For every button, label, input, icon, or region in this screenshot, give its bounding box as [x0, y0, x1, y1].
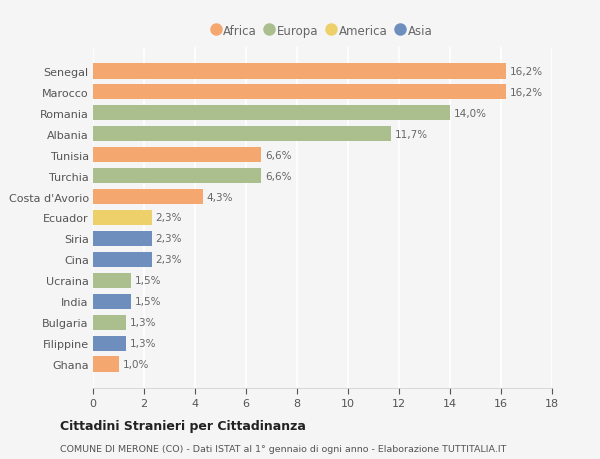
Text: 2,3%: 2,3%: [155, 255, 182, 265]
Text: 4,3%: 4,3%: [206, 192, 233, 202]
Bar: [93, 294, 131, 310]
Text: 1,5%: 1,5%: [135, 297, 161, 307]
Bar: [93, 189, 203, 205]
Bar: [93, 106, 450, 121]
Bar: [93, 273, 131, 289]
Text: 1,3%: 1,3%: [130, 339, 157, 349]
Bar: [93, 315, 126, 330]
Bar: [93, 147, 261, 163]
Bar: [93, 64, 506, 79]
Bar: [93, 231, 152, 247]
Text: 1,0%: 1,0%: [122, 359, 149, 369]
Bar: [93, 252, 152, 268]
Text: 6,6%: 6,6%: [265, 171, 292, 181]
Text: 11,7%: 11,7%: [395, 129, 428, 139]
Bar: [93, 126, 391, 142]
Bar: [93, 336, 126, 352]
Bar: [93, 84, 506, 100]
Text: 6,6%: 6,6%: [265, 150, 292, 160]
Text: 1,3%: 1,3%: [130, 318, 157, 328]
Legend: Africa, Europa, America, Asia: Africa, Europa, America, Asia: [208, 20, 437, 43]
Bar: [93, 168, 261, 184]
Text: COMUNE DI MERONE (CO) - Dati ISTAT al 1° gennaio di ogni anno - Elaborazione TUT: COMUNE DI MERONE (CO) - Dati ISTAT al 1°…: [60, 444, 506, 453]
Bar: [93, 357, 119, 372]
Text: 2,3%: 2,3%: [155, 234, 182, 244]
Text: 16,2%: 16,2%: [510, 87, 543, 97]
Text: 16,2%: 16,2%: [510, 67, 543, 77]
Bar: [93, 210, 152, 226]
Text: 2,3%: 2,3%: [155, 213, 182, 223]
Text: 14,0%: 14,0%: [454, 108, 487, 118]
Text: Cittadini Stranieri per Cittadinanza: Cittadini Stranieri per Cittadinanza: [60, 419, 306, 432]
Text: 1,5%: 1,5%: [135, 276, 161, 286]
